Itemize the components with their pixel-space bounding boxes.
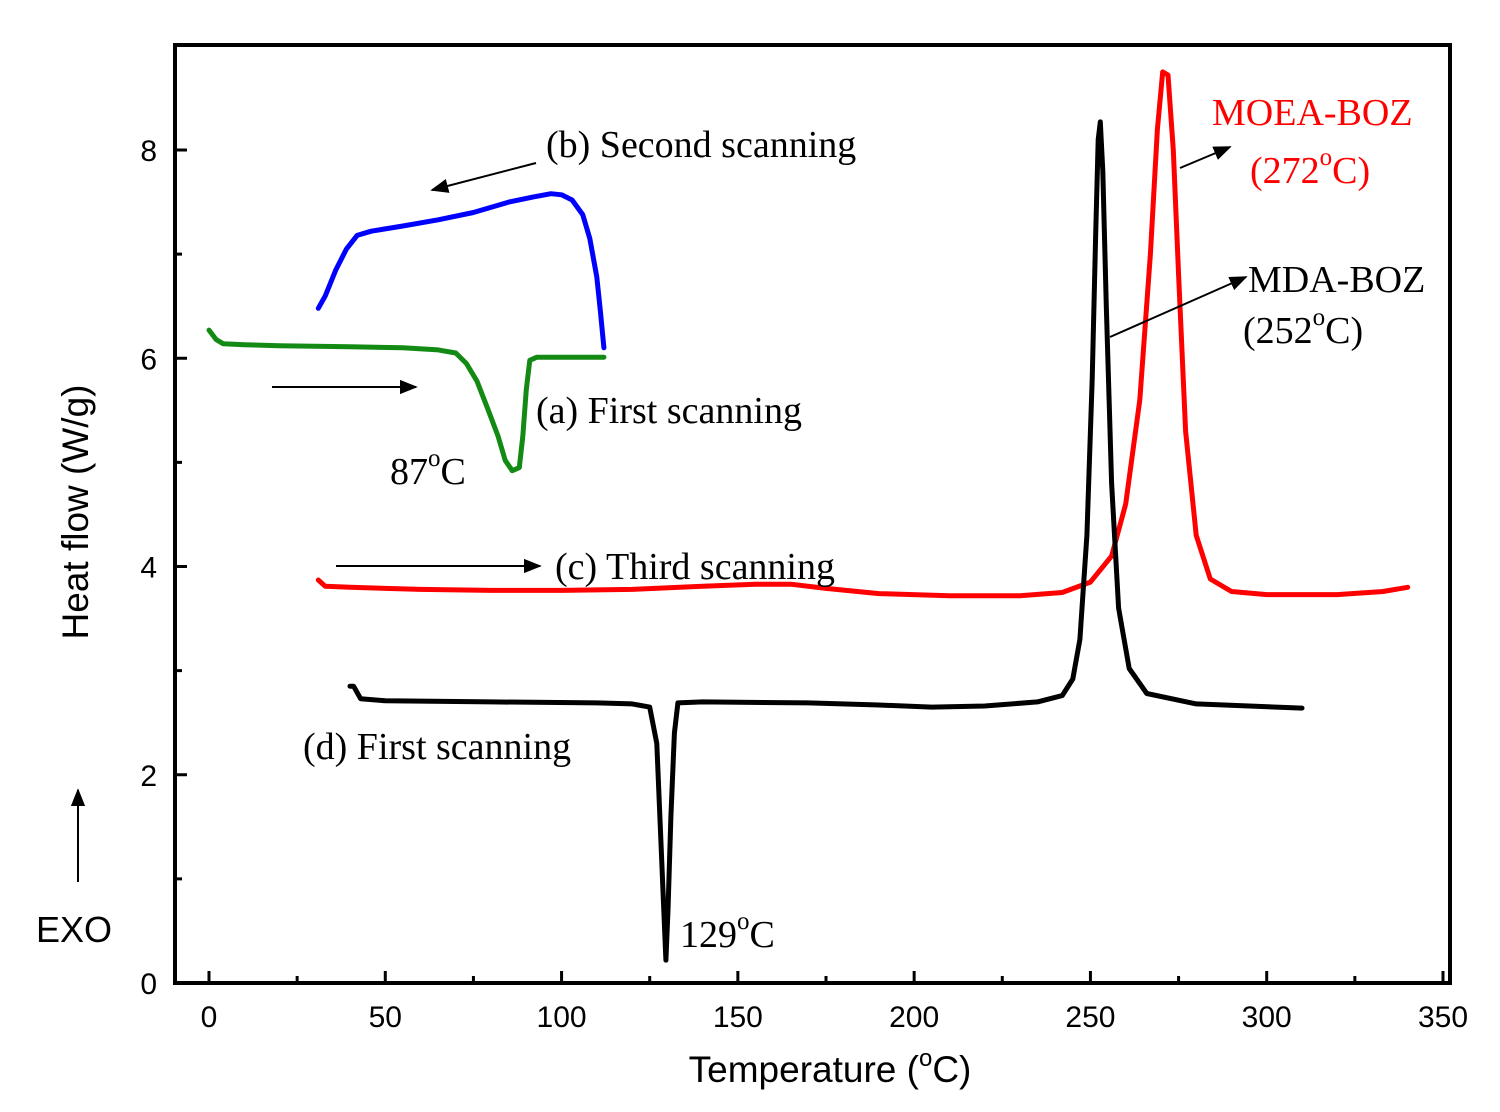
arrow-second-scanning — [430, 162, 537, 193]
series-layer — [206, 69, 1411, 963]
label-peak-129: 129oC — [680, 908, 775, 956]
exo-label: EXO — [36, 909, 112, 950]
arrows-layer — [70, 146, 1248, 882]
x-tick-label-0: 0 — [201, 1001, 218, 1034]
label-third-scanning: (c) Third scanning — [555, 546, 835, 588]
x-axis: 0 50 100 150 200 250 300 350 — [201, 971, 1468, 1034]
label-moea-boz-temp: (272oC) — [1250, 144, 1370, 192]
x-tick-label-300: 300 — [1242, 1001, 1292, 1034]
y-tick-label-4: 4 — [140, 552, 157, 585]
label-first-scanning-d: (d) First scanning — [303, 726, 571, 768]
y-tick-label-0: 0 — [140, 968, 157, 1001]
series-b-second-scanning — [315, 191, 607, 351]
y-tick-label-6: 6 — [140, 343, 157, 376]
y-tick-label-8: 8 — [140, 135, 157, 168]
arrow-mda-boz — [1109, 276, 1248, 338]
x-tick-label-350: 350 — [1418, 1001, 1468, 1034]
series-a-first-scanning — [206, 327, 607, 474]
series-d-first-scanning — [347, 119, 1305, 963]
x-tick-label-50: 50 — [369, 1001, 402, 1034]
label-mda-boz-temp: (252oC) — [1243, 304, 1363, 352]
label-peak-87: 87oC — [390, 445, 466, 493]
y-axis-title: Heat flow (W/g) — [55, 385, 96, 640]
plot-frame — [173, 43, 1452, 985]
x-tick-label-100: 100 — [537, 1001, 587, 1034]
y-axis: 0 2 4 6 8 — [140, 135, 187, 1001]
label-mda-boz: MDA-BOZ — [1248, 259, 1425, 301]
x-axis-title: Temperature (oC) — [689, 1045, 972, 1090]
label-moea-boz: MOEA-BOZ — [1212, 92, 1413, 134]
label-first-scanning-a: (a) First scanning — [536, 390, 802, 432]
x-tick-label-200: 200 — [889, 1001, 939, 1034]
arrow-moea-boz — [1179, 146, 1232, 169]
y-tick-label-2: 2 — [140, 760, 157, 793]
label-second-scanning: (b) Second scanning — [546, 124, 856, 166]
series-c-third-scanning — [315, 69, 1411, 599]
x-tick-label-250: 250 — [1065, 1001, 1115, 1034]
x-tick-label-150: 150 — [713, 1001, 763, 1034]
